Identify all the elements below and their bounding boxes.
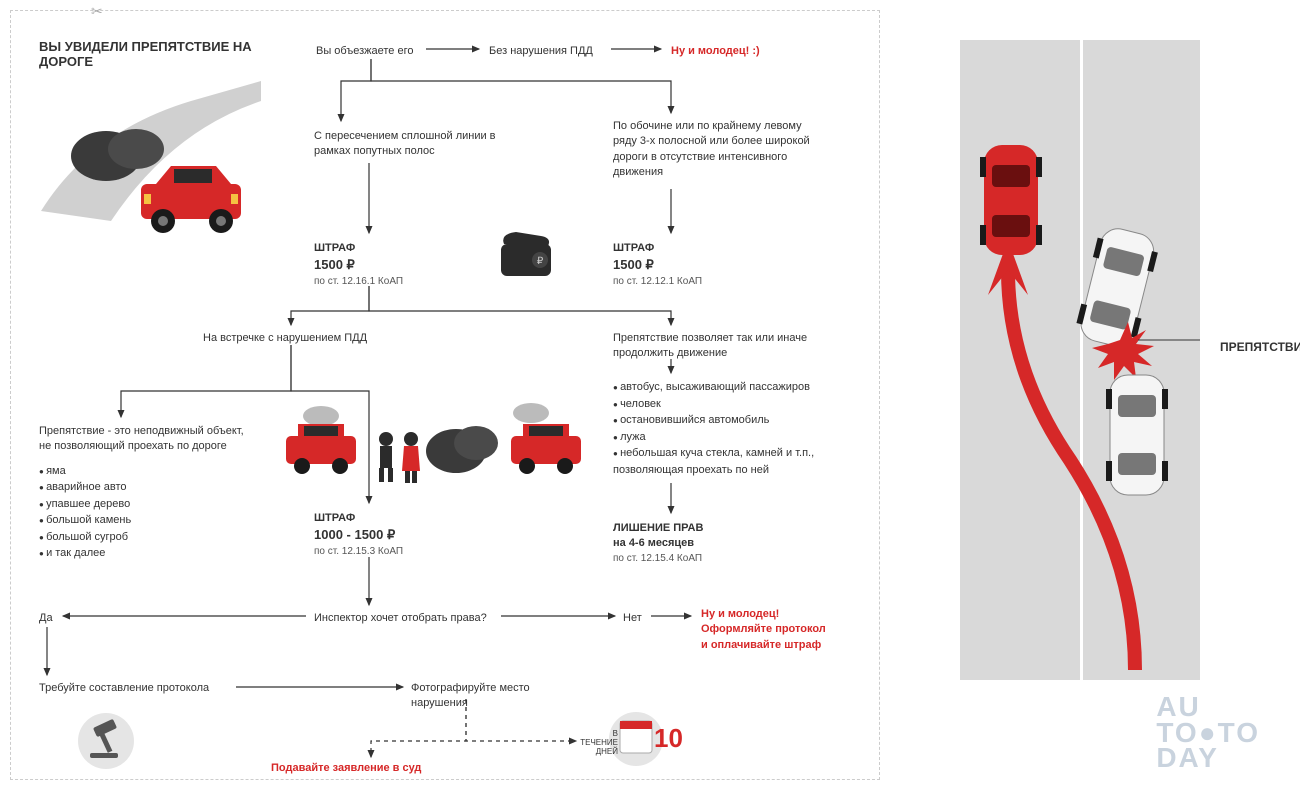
traffic-scene-illustration [281,401,601,491]
no-result-l3: и оплачивайте штраф [701,638,871,653]
days-badge: В ТЕЧЕНИЕ ДНЕЙ 10 [576,711,696,766]
road-diagram [960,40,1200,680]
list-item: большой камень [39,512,249,529]
badge-number: 10 [654,723,683,754]
scissor-icon: ✂ [91,3,103,20]
deprivation-ref: по ст. 12.15.4 КоАП [613,552,703,566]
list-item: лужа [613,429,843,446]
node-bypass: Вы объезжаете его [316,44,413,59]
list-item: небольшая куча стекла, камней и т.п., по… [613,445,843,478]
node-mid-left: На встречке с нарушением ПДД [203,331,367,346]
node-photo: Фотографируйте место нарушения [411,681,551,712]
deprivation-label: ЛИШЕНИЕ ПРАВ [613,521,703,536]
node-no-result: Ну и молодец! Оформляйте протокол и опла… [701,607,871,653]
fine-right: ШТРАФ 1500 ₽ по ст. 12.12.1 КоАП [613,241,702,289]
wallet-icon: ₽ [496,226,556,281]
node-branch-left: С пересечением сплошной линии в рамках п… [314,129,504,160]
fine-label: ШТРАФ [314,241,403,256]
badge-suffix: ДНЕЙ [576,747,618,756]
fine-label: ШТРАФ [613,241,702,256]
node-no: Нет [623,611,642,626]
node-mid-right: Препятствие позволяет так или иначе прод… [613,331,813,362]
deprivation-amount: на 4-6 месяцев [613,536,703,551]
obstacle-definition: Препятствие - это неподвижный объект, не… [39,424,249,562]
deprivation: ЛИШЕНИЕ ПРАВ на 4-6 месяцев по ст. 12.15… [613,521,703,566]
fine-ref: по ст. 12.15.3 КоАП [314,545,403,559]
list-item: автобус, высаживающий пассажиров [613,379,843,396]
node-inspector-q: Инспектор хочет отобрать права? [314,611,487,626]
node-no-violation: Без нарушения ПДД [489,44,593,59]
fine-label: ШТРАФ [314,511,403,526]
fine-ref: по ст. 12.12.1 КоАП [613,275,702,289]
flowchart-title: ВЫ УВИДЕЛИ ПРЕПЯТСТВИЕ НА ДОРОГЕ [39,39,259,69]
node-yes: Да [39,611,53,626]
fine-amount: 1500 ₽ [613,256,702,274]
fine-amount: 1000 - 1500 ₽ [314,526,403,544]
list-item: остановившийся автомобиль [613,412,843,429]
list-item: аварийное авто [39,479,249,496]
flowchart-panel: ✂ ВЫ УВИДЕЛИ ПРЕПЯТСТВИЕ НА ДОРОГЕ Вы об… [10,10,880,780]
fine-ref: по ст. 12.16.1 КоАП [314,275,403,289]
road-diagram-panel: ПРЕПЯТСТВИЕ [920,40,1280,740]
pass-examples-list: автобус, высаживающий пассажировчеловеко… [613,379,843,478]
gavel-icon [76,711,136,771]
watermark: AU TO●TO DAY [1156,694,1260,770]
fine-amount: 1500 ₽ [314,256,403,274]
node-branch-right: По обочине или по крайнему левому ряду 3… [613,119,813,181]
node-court: Подавайте заявление в суд [271,761,421,776]
badge-prefix: В ТЕЧЕНИЕ [576,729,618,747]
obstacle-label: ПРЕПЯТСТВИЕ [1220,340,1300,354]
obstacle-scene-illustration [31,71,271,241]
no-result-l1: Ну и молодец! [701,607,871,622]
list-item: человек [613,396,843,413]
list-item: большой сугроб [39,529,249,546]
list-item: упавшее дерево [39,496,249,513]
svg-text:₽: ₽ [537,256,544,267]
no-result-l2: Оформляйте протокол [701,622,871,637]
list-item: яма [39,463,249,480]
node-good-job: Ну и молодец! :) [671,44,760,59]
list-item: и так далее [39,545,249,562]
watermark-l3: DAY [1156,745,1260,770]
node-demand: Требуйте составление протокола [39,681,209,696]
fine-left: ШТРАФ 1500 ₽ по ст. 12.16.1 КоАП [314,241,403,289]
watermark-l1: AU [1156,694,1260,719]
obstacle-def-heading: Препятствие - это неподвижный объект, не… [39,424,249,455]
fine-mid: ШТРАФ 1000 - 1500 ₽ по ст. 12.15.3 КоАП [314,511,403,559]
